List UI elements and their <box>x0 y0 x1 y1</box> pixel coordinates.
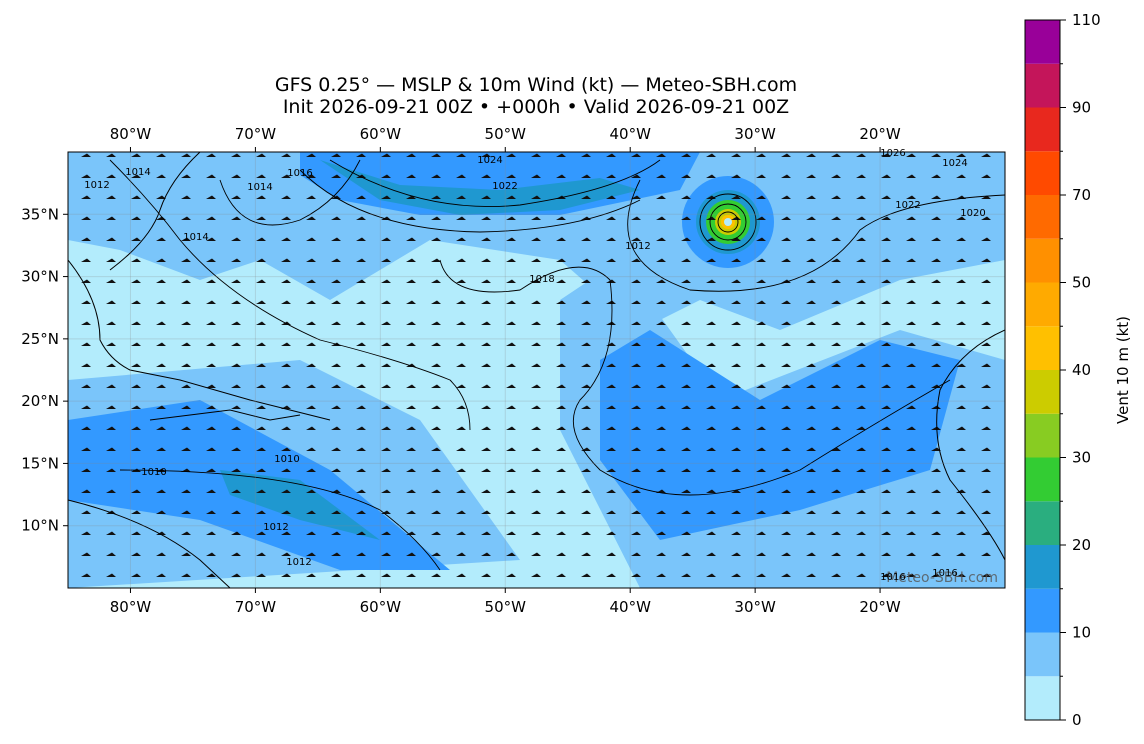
x-tick-label: 60°W <box>360 598 402 616</box>
isobar-label: 1016 <box>932 568 957 579</box>
y-tick-label: 25°N <box>21 330 59 348</box>
x-tick-label: 80°W <box>110 598 152 616</box>
x-tick-label: 30°W <box>734 125 776 143</box>
x-tick-label: 50°W <box>485 598 527 616</box>
x-tick-label: 50°W <box>485 125 527 143</box>
colorbar-tick-label: 10 <box>1072 624 1091 642</box>
isobar-label: 1022 <box>895 200 920 211</box>
isobar-label: 1012 <box>263 522 288 533</box>
colorbar-band <box>1025 282 1060 327</box>
colorbar-band <box>1025 501 1060 545</box>
colorbar-band <box>1025 107 1060 152</box>
colorbar-band <box>1025 370 1060 414</box>
watermark: Meteo-SBH.com <box>886 570 998 586</box>
isobar-label: 1014 <box>125 167 150 178</box>
colorbar-tick-label: 0 <box>1072 711 1082 729</box>
y-tick-label: 15°N <box>21 454 59 472</box>
x-tick-label: 70°W <box>235 598 277 616</box>
colorbar-band <box>1025 151 1060 195</box>
x-tick-label: 80°W <box>110 125 152 143</box>
isobar-label: 1024 <box>477 155 502 166</box>
isobar-label: 1024 <box>942 158 967 169</box>
x-tick-label: 20°W <box>859 598 901 616</box>
colorbar-tick-label: 30 <box>1072 449 1091 467</box>
colorbar-tick-label: 70 <box>1072 186 1091 204</box>
colorbar-tick-label: 40 <box>1072 361 1091 379</box>
map-field <box>68 152 1005 588</box>
colorbar-tick-label: 90 <box>1072 99 1091 117</box>
x-tick-label: 70°W <box>235 125 277 143</box>
x-tick-label: 40°W <box>609 125 651 143</box>
isobar-label: 1014 <box>183 232 208 243</box>
isobars <box>109 159 1005 571</box>
x-tick-label: 20°W <box>859 125 901 143</box>
colorbar-tick-label: 110 <box>1072 11 1101 29</box>
y-tick-label: 35°N <box>21 205 59 223</box>
colorbar-band <box>1025 20 1060 64</box>
colorbar-band <box>1025 238 1060 283</box>
isobar-label: 1012 <box>625 241 650 252</box>
x-tick-label: 30°W <box>734 598 776 616</box>
colorbar-tick-label: 50 <box>1072 274 1091 292</box>
colorbar-tick-label: 20 <box>1072 536 1091 554</box>
isobar-label: 1018 <box>529 274 554 285</box>
coastlines <box>68 152 1005 588</box>
y-tick-label: 10°N <box>21 517 59 535</box>
isobar-label: 1016 <box>287 168 312 179</box>
colorbar-band <box>1025 326 1060 370</box>
colorbar-band <box>1025 545 1060 589</box>
colorbar-band <box>1025 588 1060 633</box>
colorbar-band <box>1025 413 1060 458</box>
y-tick-label: 20°N <box>21 392 59 410</box>
isobar-label: 1010 <box>274 454 299 465</box>
isobar-label: 1012 <box>286 557 311 568</box>
isobar-label: 1020 <box>960 208 985 219</box>
isobar-label: 1026 <box>880 148 905 159</box>
colorbar-band <box>1025 63 1060 108</box>
x-tick-label: 40°W <box>609 598 651 616</box>
isobar-label: 1014 <box>247 182 272 193</box>
isobar-label: 1010 <box>141 467 166 478</box>
title: GFS 0.25° — MSLP & 10m Wind (kt) — Meteo… <box>275 74 797 96</box>
colorbar-band <box>1025 195 1060 239</box>
colorbar-band <box>1025 676 1060 720</box>
colorbar-band <box>1025 632 1060 677</box>
colorbar-band <box>1025 457 1060 502</box>
colorbar-label: Vent 10 m (kt) <box>1114 316 1132 424</box>
isobar-label: 1016 <box>880 572 905 583</box>
x-tick-label: 60°W <box>360 125 402 143</box>
y-tick-label: 30°N <box>21 268 59 286</box>
isobar-label: 1012 <box>84 180 109 191</box>
wind-arrows <box>68 152 1005 588</box>
isobar-label: 1022 <box>492 181 517 192</box>
subtitle: Init 2026-09-21 00Z • +000h • Valid 2026… <box>283 96 789 118</box>
map-frame <box>67 151 1006 589</box>
